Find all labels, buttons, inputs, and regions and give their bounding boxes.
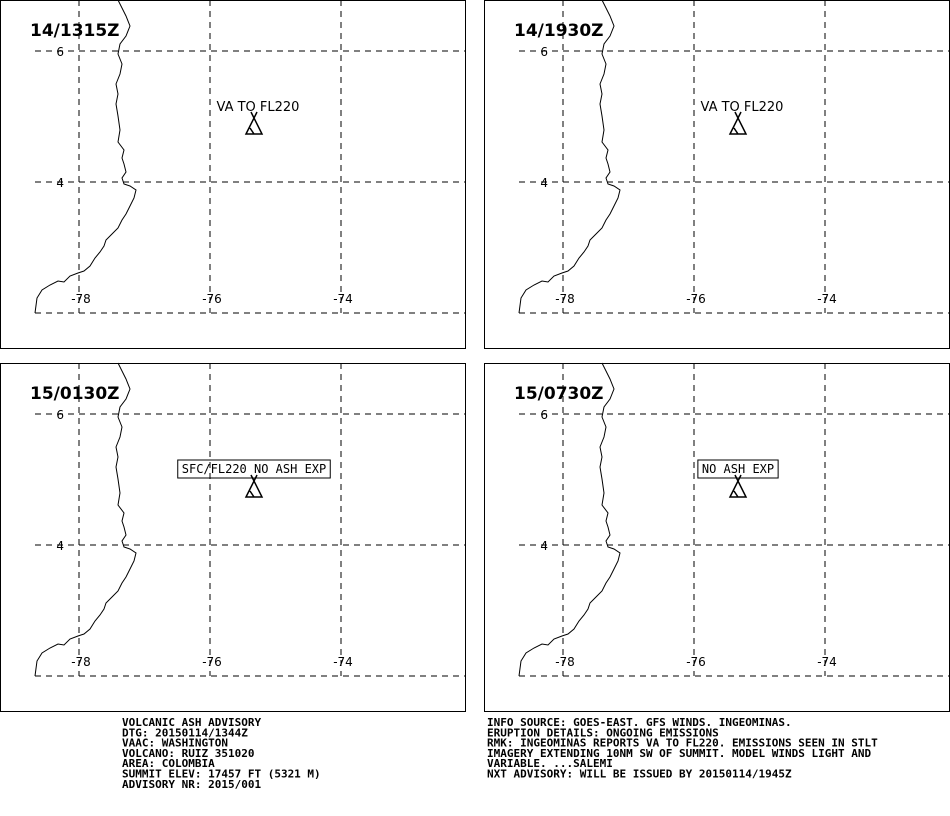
coastline: [518, 362, 621, 677]
advisory-line: VARIABLE. ...SALEMI: [487, 757, 613, 770]
volcano-symbol: [244, 474, 264, 498]
advisory-line: SUMMIT ELEV: 17457 FT (5321 M): [122, 768, 321, 781]
lon-label: -78: [555, 655, 575, 669]
advisory-line: AREA: COLOMBIA: [122, 757, 215, 770]
volcano-symbol: [244, 111, 264, 135]
valid-time: 14/1930Z: [514, 21, 604, 41]
ash-label: SFC/FL220 NO ASH EXP: [182, 462, 327, 476]
label-box: [177, 459, 331, 479]
map-panel: 6 4 -78 -76 -74 15/0130Z SFC/FL220 NO ASH EXP: [0, 362, 466, 712]
lon-label: -76: [202, 655, 222, 669]
lat-label: 6: [540, 45, 548, 59]
lat-label: 6: [540, 408, 548, 422]
panel-frame: [0, 0, 466, 349]
advisory-line: IMAGERY EXTENDING 10NM SW OF SUMMIT. MOD…: [487, 747, 871, 760]
advisory-line: ADVISORY NR: 2015/001: [122, 778, 261, 791]
lat-label: 4: [56, 176, 64, 190]
valid-time: 15/0730Z: [514, 384, 604, 404]
volcano-symbol: [728, 474, 748, 498]
panel-frame: [0, 363, 466, 712]
coastline: [34, 362, 137, 677]
lon-label: -78: [555, 292, 575, 306]
valid-time: 14/1315Z: [30, 21, 120, 41]
lat-label: 6: [56, 45, 64, 59]
ash-label: VA TO FL220: [217, 100, 300, 115]
lon-label: -76: [202, 292, 222, 306]
advisory-line: NXT ADVISORY: WILL BE ISSUED BY 20150114…: [487, 768, 792, 781]
lat-label: 6: [56, 408, 64, 422]
lat-label: 4: [540, 176, 548, 190]
lat-label: 4: [56, 539, 64, 553]
lat-label: 4: [540, 539, 548, 553]
lon-label: -74: [817, 655, 837, 669]
valid-time: 15/0130Z: [30, 384, 120, 404]
map-panel: 6 4 -78 -76 -74 14/1930Z VA TO FL220: [484, 0, 950, 349]
lon-label: -76: [686, 292, 706, 306]
lon-label: -74: [817, 292, 837, 306]
ash-label: VA TO FL220: [701, 100, 784, 115]
ash-label: NO ASH EXP: [702, 462, 774, 476]
lon-label: -74: [333, 292, 353, 306]
label-box: [697, 459, 779, 479]
lon-label: -78: [71, 655, 91, 669]
coastline: [34, 0, 137, 314]
lon-label: -78: [71, 292, 91, 306]
volcano-symbol: [728, 111, 748, 135]
advisory-line: RMK: INGEOMINAS REPORTS VA TO FL220. EMI…: [487, 737, 878, 750]
advisory-line: INFO SOURCE: GOES-EAST. GFS WINDS. INGEO…: [487, 716, 792, 729]
advisory-line: ERUPTION DETAILS: ONGOING EMISSIONS: [487, 726, 719, 739]
advisory-line: DTG: 20150114/1344Z: [122, 726, 248, 739]
lon-label: -74: [333, 655, 353, 669]
advisory-line: VOLCANO: RUIZ 351020: [122, 747, 254, 760]
advisory-line: VAAC: WASHINGTON: [122, 737, 228, 750]
map-panel: 6 4 -78 -76 -74 14/1315Z VA TO FL220: [0, 0, 466, 349]
lon-label: -76: [686, 655, 706, 669]
panels: 6 4 -78 -76 -74 14/1315Z VA TO FL220 6 4 -78 -76 -7…: [0, 0, 950, 712]
map-panel: 6 4 -78 -76 -74 15/0730Z NO ASH EXP: [484, 362, 950, 712]
coastline: [518, 0, 621, 314]
advisory-line: VOLCANIC ASH ADVISORY: [122, 716, 261, 729]
